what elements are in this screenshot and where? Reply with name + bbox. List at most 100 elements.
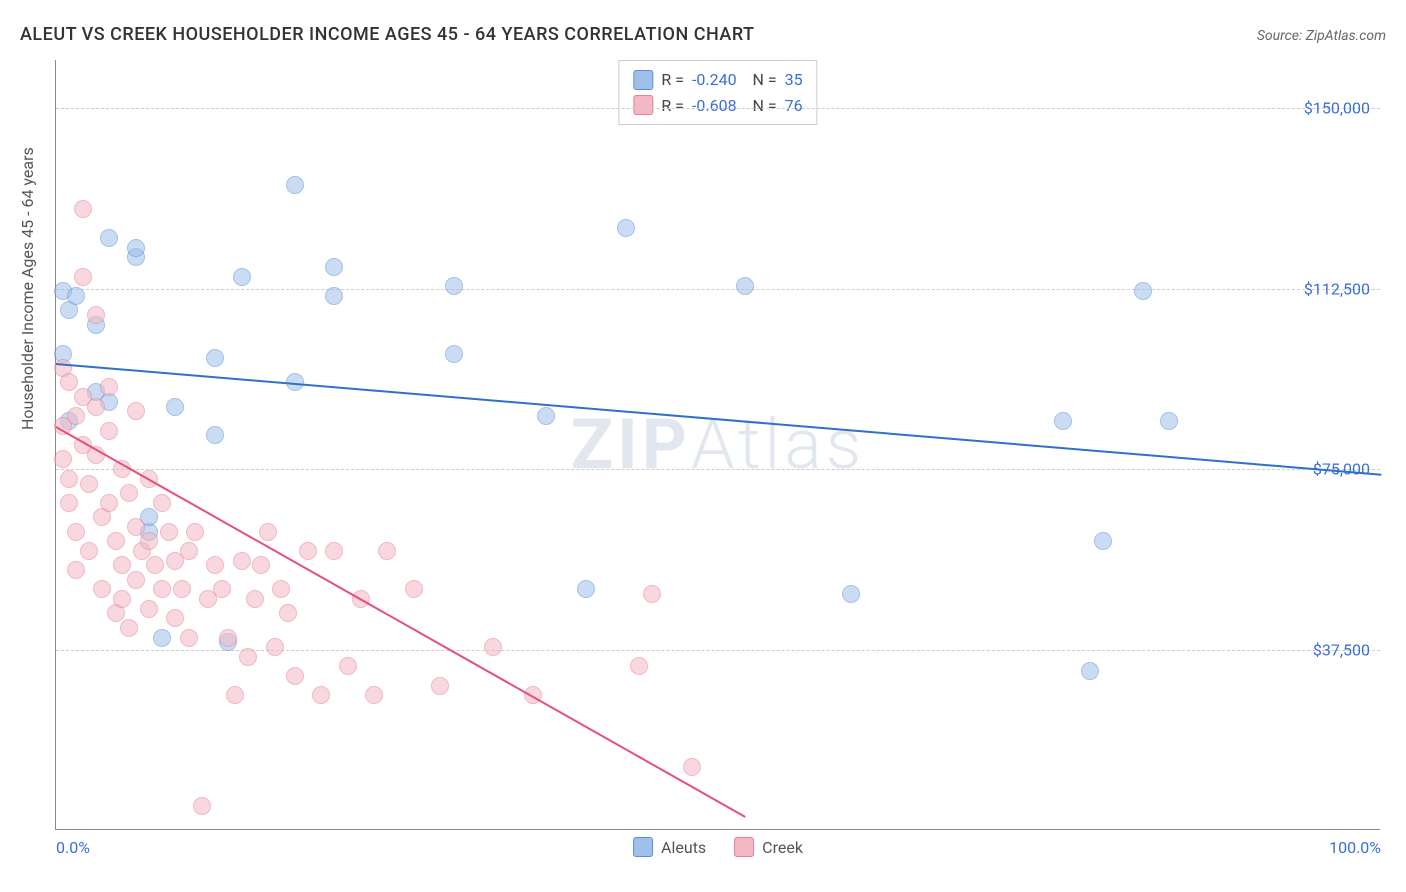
data-point — [60, 373, 78, 391]
data-point — [537, 407, 555, 425]
legend-label: Aleuts — [661, 838, 706, 857]
data-point — [1081, 662, 1099, 680]
data-point — [206, 426, 224, 444]
data-point — [325, 542, 343, 560]
data-point — [233, 268, 251, 286]
data-point — [239, 648, 257, 666]
data-point — [325, 287, 343, 305]
data-point — [736, 277, 754, 295]
data-point — [127, 402, 145, 420]
data-point — [100, 229, 118, 247]
data-point — [213, 580, 231, 598]
y-axis-label: Householder Income Ages 45 - 64 years — [18, 147, 37, 430]
data-point — [484, 638, 502, 656]
legend-label: Creek — [762, 838, 803, 857]
data-point — [577, 580, 595, 598]
data-point — [74, 200, 92, 218]
data-point — [100, 378, 118, 396]
data-point — [67, 523, 85, 541]
data-point — [312, 686, 330, 704]
legend-item-aleuts: Aleuts — [633, 837, 706, 857]
data-point — [1094, 532, 1112, 550]
data-point — [206, 349, 224, 367]
y-tick-label: $37,500 — [1313, 640, 1370, 659]
data-point — [153, 629, 171, 647]
data-point — [74, 268, 92, 286]
data-point — [93, 580, 111, 598]
data-point — [252, 556, 270, 574]
data-point — [100, 422, 118, 440]
correlation-stats-legend: R = -0.240 N = 35 R = -0.608 N = 76 — [618, 60, 817, 125]
data-point — [60, 470, 78, 488]
data-point — [365, 686, 383, 704]
data-point — [160, 523, 178, 541]
data-point — [166, 398, 184, 416]
data-point — [683, 758, 701, 776]
data-point — [127, 518, 145, 536]
data-point — [259, 523, 277, 541]
data-point — [842, 585, 860, 603]
data-point — [219, 629, 237, 647]
data-point — [643, 585, 661, 603]
swatch-icon — [633, 95, 653, 115]
watermark: ZIPAtlas — [571, 404, 866, 486]
legend-item-creek: Creek — [734, 837, 803, 857]
trend-line — [56, 426, 746, 818]
data-point — [127, 239, 145, 257]
gridline — [56, 108, 1380, 109]
data-point — [339, 657, 357, 675]
data-point — [1160, 412, 1178, 430]
data-point — [445, 345, 463, 363]
data-point — [226, 686, 244, 704]
scatter-plot-area: ZIPAtlas R = -0.240 N = 35 R = -0.608 N … — [55, 60, 1380, 830]
data-point — [54, 450, 72, 468]
data-point — [1134, 282, 1152, 300]
data-point — [60, 494, 78, 512]
data-point — [617, 219, 635, 237]
data-point — [431, 677, 449, 695]
data-point — [186, 523, 204, 541]
x-tick-label: 0.0% — [56, 838, 90, 857]
data-point — [120, 619, 138, 637]
data-point — [246, 590, 264, 608]
data-point — [405, 580, 423, 598]
x-tick-label: 100.0% — [1329, 838, 1381, 857]
series-legend: Aleuts Creek — [633, 837, 803, 857]
data-point — [87, 306, 105, 324]
data-point — [153, 580, 171, 598]
data-point — [173, 580, 191, 598]
data-point — [166, 609, 184, 627]
data-point — [272, 580, 290, 598]
data-point — [180, 542, 198, 560]
y-tick-label: $112,500 — [1304, 279, 1370, 298]
data-point — [67, 407, 85, 425]
data-point — [67, 287, 85, 305]
data-point — [87, 398, 105, 416]
gridline — [56, 289, 1380, 290]
data-point — [1054, 412, 1072, 430]
data-point — [286, 667, 304, 685]
trend-line — [56, 363, 1381, 476]
data-point — [286, 176, 304, 194]
data-point — [193, 797, 211, 815]
source-attribution: Source: ZipAtlas.com — [1257, 28, 1386, 44]
data-point — [113, 590, 131, 608]
data-point — [120, 484, 138, 502]
swatch-icon — [633, 70, 653, 90]
data-point — [127, 571, 145, 589]
swatch-icon — [633, 837, 653, 857]
y-tick-label: $150,000 — [1304, 99, 1370, 118]
stats-row-creek: R = -0.608 N = 76 — [633, 93, 802, 119]
data-point — [180, 629, 198, 647]
data-point — [153, 494, 171, 512]
data-point — [630, 657, 648, 675]
data-point — [100, 494, 118, 512]
data-point — [67, 561, 85, 579]
data-point — [233, 552, 251, 570]
data-point — [80, 542, 98, 560]
data-point — [266, 638, 284, 656]
gridline — [56, 469, 1380, 470]
data-point — [445, 277, 463, 295]
stats-row-aleuts: R = -0.240 N = 35 — [633, 67, 802, 93]
data-point — [140, 532, 158, 550]
